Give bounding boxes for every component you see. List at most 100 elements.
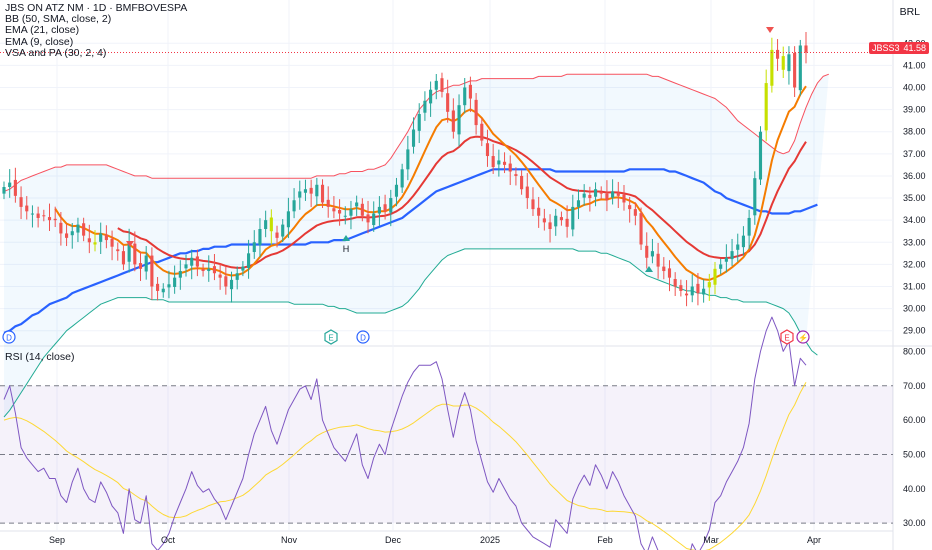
candle: [719, 258, 723, 275]
candle-body: [264, 220, 268, 230]
candle-body: [554, 215, 558, 227]
candle: [281, 219, 285, 243]
candle-body: [247, 253, 251, 268]
candle-body: [611, 191, 615, 198]
candle-body: [87, 238, 91, 243]
candle-body: [372, 213, 376, 226]
candle-body: [13, 179, 17, 196]
candle: [309, 179, 313, 208]
candle: [25, 196, 29, 220]
candle: [121, 245, 126, 270]
indicator-ema21[interactable]: EMA (21, close): [5, 24, 80, 37]
candle-body: [30, 213, 35, 215]
candle-body: [343, 215, 347, 217]
candle-body: [667, 268, 672, 278]
candle-body: [70, 231, 74, 236]
candle: [13, 167, 17, 203]
time-tick-label: Feb: [597, 535, 613, 545]
candle: [303, 179, 308, 201]
candle: [542, 208, 546, 231]
rsi-tick-label: 30.00: [903, 518, 926, 528]
candle-body: [207, 268, 211, 272]
candle-body: [491, 156, 495, 168]
candle: [662, 257, 666, 280]
candle: [224, 266, 228, 295]
candle: [451, 98, 455, 139]
candle: [690, 274, 694, 303]
candle-body: [423, 100, 427, 113]
candle-body: [514, 174, 518, 176]
candle: [474, 93, 478, 135]
candle-body: [42, 215, 46, 217]
candle: [770, 37, 774, 93]
pattern-triangle-up: [342, 235, 350, 241]
candle-body: [406, 149, 410, 170]
candle: [76, 217, 80, 243]
candle-body: [394, 184, 399, 197]
candle-body: [690, 286, 694, 296]
candle-body: [571, 206, 575, 230]
candle-body: [53, 218, 57, 221]
candle: [764, 69, 768, 142]
candle-body: [377, 206, 381, 214]
indicator-ema9[interactable]: EMA (9, close): [5, 35, 74, 48]
candle-body: [65, 233, 69, 238]
candle: [315, 177, 319, 206]
candle-body: [656, 253, 660, 267]
candle-body: [775, 49, 780, 59]
rsi-legend[interactable]: RSI (14, close): [5, 351, 75, 363]
candle-body: [616, 192, 620, 196]
candle: [599, 186, 603, 200]
candle-body: [440, 78, 444, 92]
candle-body: [190, 257, 194, 266]
chart-markers: H D E D E ⚡: [2, 27, 810, 345]
candle: [423, 91, 427, 121]
candle-body: [707, 282, 711, 288]
candle-body: [457, 105, 461, 135]
candle: [411, 117, 416, 154]
indicator-vsa[interactable]: VSA and PA (30, 2, 4): [5, 46, 107, 59]
candle: [656, 242, 660, 279]
candle: [343, 206, 347, 225]
candle-body: [360, 203, 364, 216]
candle: [702, 279, 706, 303]
candle-body: [548, 222, 552, 230]
candle: [349, 200, 353, 230]
candle-body: [650, 251, 654, 257]
candle-body: [702, 288, 706, 295]
time-tick-label: Dec: [385, 535, 402, 545]
candle-body: [104, 234, 108, 241]
price-tick-label: 39.00: [903, 105, 926, 115]
currency-label[interactable]: BRL: [899, 6, 920, 18]
candle: [605, 180, 609, 212]
candle: [207, 255, 211, 282]
candle: [326, 186, 330, 218]
candle: [804, 31, 808, 64]
candle-body: [292, 200, 296, 212]
candle: [485, 129, 490, 167]
candle: [514, 167, 518, 186]
candle-body: [224, 276, 228, 287]
indicator-legend: JBS ON ATZ NM · 1D · BMFBOVESPA BB (50, …: [5, 2, 188, 59]
candle-body: [99, 233, 103, 242]
candle-body: [2, 187, 6, 194]
candle: [161, 283, 165, 298]
symbol-line[interactable]: JBS ON ATZ NM · 1D · BMFBOVESPA: [5, 2, 188, 14]
candle-body: [633, 209, 637, 216]
candle: [736, 233, 740, 262]
rsi-tick-label: 60.00: [903, 415, 926, 425]
candle-body: [730, 251, 734, 260]
candle-body: [303, 189, 308, 193]
candle: [593, 182, 598, 207]
candle-body: [474, 99, 478, 126]
candle-body: [218, 274, 222, 278]
candle-body: [275, 232, 279, 238]
candle-body: [349, 209, 353, 216]
candle: [724, 244, 728, 273]
candle-body: [582, 193, 586, 198]
candle: [30, 205, 35, 228]
candle-body: [508, 163, 512, 172]
rsi-tick-label: 40.00: [903, 484, 926, 494]
indicator-bb[interactable]: BB (50, SMA, close, 2): [5, 13, 112, 26]
candle: [144, 246, 148, 280]
